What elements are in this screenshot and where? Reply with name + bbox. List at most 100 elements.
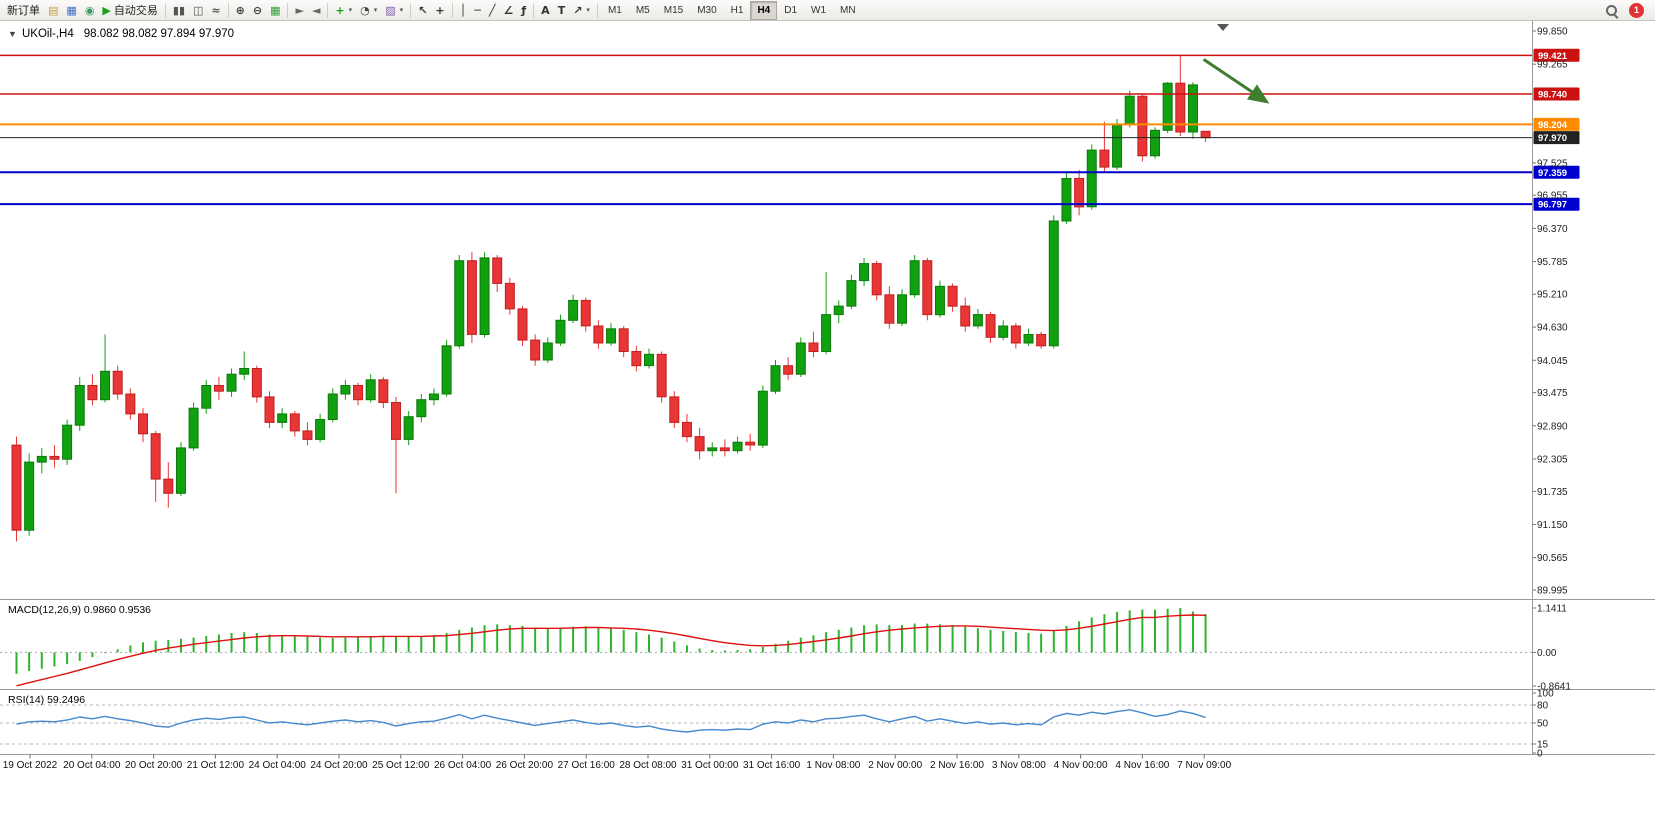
market-watch-icon: ▤ xyxy=(48,3,59,17)
time-axis-label: 25 Oct 12:00 xyxy=(372,760,430,771)
time-axis-label: 7 Nov 09:00 xyxy=(1177,760,1231,771)
market-watch-button[interactable]: ▤ xyxy=(44,1,62,19)
price-axis-label: 91.735 xyxy=(1537,487,1568,498)
price-axis-label: 94.045 xyxy=(1537,356,1568,367)
label-icon: T xyxy=(557,3,566,17)
periods-button[interactable]: ◔ ▾ xyxy=(356,1,381,19)
candle-body xyxy=(1086,149,1097,208)
candle-body xyxy=(732,441,743,452)
candle-body xyxy=(707,447,718,452)
price-axis-label: 90.565 xyxy=(1537,553,1568,564)
text-button[interactable]: A xyxy=(537,1,554,19)
timeframe-m1-button[interactable]: M1 xyxy=(607,4,622,16)
trendline-icon: ╱ xyxy=(488,3,496,17)
notification-badge[interactable]: 1 xyxy=(1629,2,1644,18)
price-badge xyxy=(1533,48,1580,62)
cursor-button[interactable]: ↖ xyxy=(414,1,431,19)
arrows-button[interactable]: ↗ ▾ xyxy=(569,1,594,19)
timeframe-h4-button[interactable]: H4 xyxy=(750,0,778,20)
trendline-button[interactable]: ╱ xyxy=(485,1,500,19)
navigator-button[interactable]: ◉ xyxy=(81,1,99,19)
candle-body xyxy=(555,319,566,344)
time-axis-label: 4 Nov 00:00 xyxy=(1054,760,1108,771)
zoom-out-button[interactable]: ⊖ xyxy=(249,1,266,19)
time-axis-label: 31 Oct 00:00 xyxy=(681,760,739,771)
candlestick-chart-button[interactable]: ◫ xyxy=(189,1,207,19)
dropdown-arrow-icon: ▾ xyxy=(399,6,404,14)
dropdown-arrow-icon: ▾ xyxy=(348,6,353,14)
trend-arrow-annotation[interactable] xyxy=(1202,58,1270,104)
candle-body xyxy=(795,342,806,375)
text-label-button[interactable]: T xyxy=(554,1,570,19)
candle-body xyxy=(757,390,768,446)
fibonacci-button[interactable]: ƒ xyxy=(517,1,530,19)
candle-body xyxy=(1036,334,1047,347)
vertical-line-button[interactable]: │ xyxy=(456,1,471,19)
indicators-button[interactable]: + ▾ xyxy=(331,1,356,19)
bar-chart-button[interactable]: ▮▮ xyxy=(169,1,189,19)
candle-body xyxy=(606,328,617,344)
candle-body xyxy=(1048,220,1059,347)
chart-shift-marker[interactable] xyxy=(1217,24,1229,31)
timeframe-h1-button[interactable]: H1 xyxy=(730,4,744,16)
candle-body xyxy=(909,260,920,296)
toolbar-separator xyxy=(227,2,229,18)
candle-body xyxy=(264,396,275,423)
time-axis-label: 2 Nov 00:00 xyxy=(868,760,922,771)
templates-button[interactable]: ▨ ▾ xyxy=(381,1,407,19)
candle-body xyxy=(150,433,161,480)
toolbar-separator xyxy=(596,2,598,18)
timeframe-mn-button[interactable]: MN xyxy=(840,4,856,16)
candle-body xyxy=(1112,124,1123,168)
rsi-axis-label: 100 xyxy=(1537,689,1554,700)
macd-axis-label: 1.1411 xyxy=(1537,604,1567,615)
candle-body xyxy=(226,373,237,392)
candle-body xyxy=(644,353,654,367)
search-icon[interactable] xyxy=(1604,3,1619,18)
tile-windows-button[interactable]: ▦ xyxy=(266,1,284,19)
crosshair-button[interactable]: + xyxy=(431,1,448,19)
timeframe-w1-button[interactable]: W1 xyxy=(811,4,827,16)
candle-body xyxy=(112,370,123,395)
channel-button[interactable]: ∠ xyxy=(500,1,518,19)
new-order-button[interactable]: 新订单 xyxy=(3,1,44,19)
chart-title-ohlc: UKOil-,H4 98.082 98.082 97.894 97.970 xyxy=(22,28,234,40)
time-axis-label: 31 Oct 16:00 xyxy=(743,760,801,771)
candle-body xyxy=(1150,129,1160,157)
autotrading-button-label: 自动交易 xyxy=(113,5,158,17)
candle-body xyxy=(378,379,389,403)
price-axis-label: 95.785 xyxy=(1537,257,1568,268)
rsi-axis-label: 15 xyxy=(1537,740,1549,751)
candle-body xyxy=(1200,130,1211,139)
auto-scroll-button[interactable]: ► xyxy=(291,1,307,19)
timeframe-m30-button[interactable]: M30 xyxy=(697,4,717,16)
candle-body xyxy=(163,478,174,494)
horizontal-line-button[interactable]: ─ xyxy=(470,1,485,19)
price-axis-label: 99.850 xyxy=(1537,27,1568,38)
candle-body xyxy=(441,345,452,395)
autotrading-button[interactable]: ▶ 自动交易 xyxy=(98,1,161,19)
rsi-line xyxy=(16,709,1206,733)
text-icon: A xyxy=(541,3,550,17)
timeframe-m15-button[interactable]: M15 xyxy=(663,4,684,16)
data-window-button[interactable]: ▦ xyxy=(62,1,80,19)
rsi-label: RSI(14) 59.2496 xyxy=(8,694,85,706)
price-axis-label: 97.525 xyxy=(1537,158,1568,169)
chart-shift-button[interactable]: ◄ xyxy=(308,1,324,19)
toolbar-separator xyxy=(287,2,289,18)
timeframe-m5-button[interactable]: M5 xyxy=(635,4,650,16)
candle-body xyxy=(1175,82,1186,133)
candle-body xyxy=(542,342,553,361)
line-chart-button[interactable]: ≈ xyxy=(207,1,224,19)
candle-body xyxy=(960,305,971,327)
candle-body xyxy=(719,447,730,452)
chart-ohlc-readout: 98.082 98.082 97.894 97.970 xyxy=(84,28,234,40)
one-click-trading-toggle[interactable]: ▼ xyxy=(8,29,17,39)
candle-body xyxy=(947,285,958,307)
zoom-in-button[interactable]: ⊕ xyxy=(232,1,249,19)
macd-axis-label: 0.00 xyxy=(1537,648,1557,659)
timeframe-d1-button[interactable]: D1 xyxy=(784,4,798,16)
price-axis-label: 92.305 xyxy=(1537,455,1568,466)
price-axis-label: 91.150 xyxy=(1537,520,1568,531)
